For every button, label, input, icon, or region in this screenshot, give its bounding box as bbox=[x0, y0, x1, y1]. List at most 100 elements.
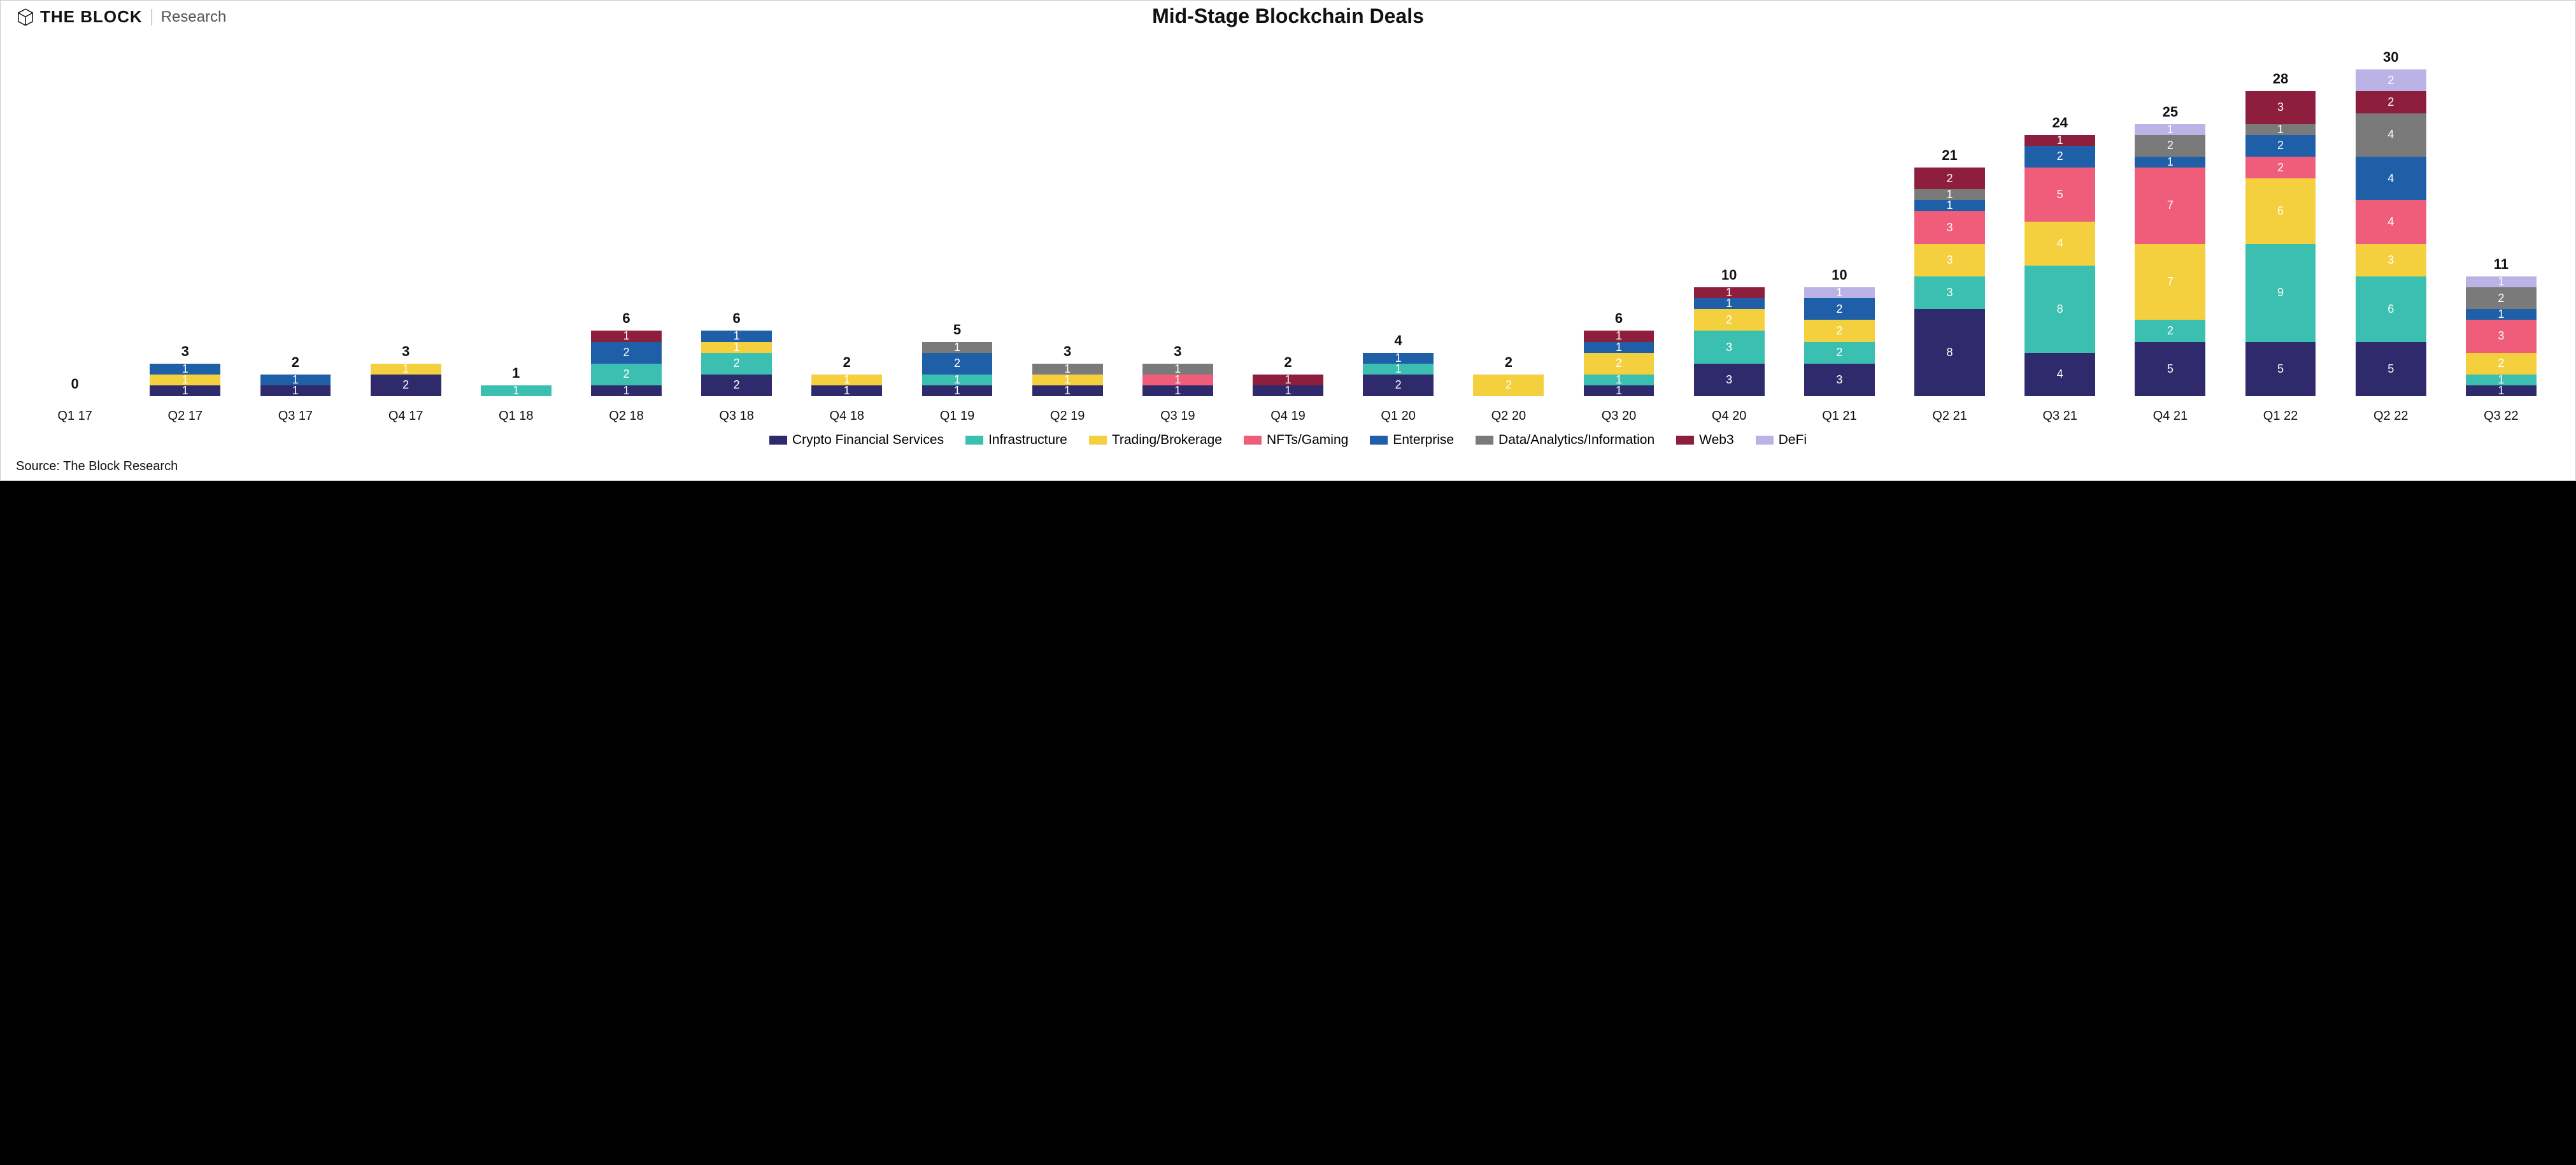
bar-total-label: 2 bbox=[1284, 354, 1292, 371]
bar-column: 211 bbox=[240, 59, 350, 396]
legend-item: Web3 bbox=[1676, 432, 1733, 448]
bar-stack: 33211 bbox=[1694, 287, 1765, 396]
legend-label: Infrastructure bbox=[988, 432, 1067, 448]
bar-column: 2 11 bbox=[1233, 59, 1343, 396]
bar-stack: 5277121 bbox=[2135, 124, 2205, 396]
bar-segment: 1 bbox=[1914, 200, 1985, 211]
bar-segment: 4 bbox=[2025, 353, 2095, 396]
legend-label: Data/Analytics/Information bbox=[1498, 432, 1654, 448]
bar-segment: 2 bbox=[1584, 353, 1654, 375]
bar-stack: 211 bbox=[1363, 353, 1434, 396]
x-axis-label: Q2 22 bbox=[2336, 409, 2446, 424]
bar-total-label: 2 bbox=[843, 354, 851, 371]
x-axis-label: Q3 21 bbox=[2005, 409, 2115, 424]
bar-segment: 1 bbox=[591, 331, 662, 341]
bar-stack: 21 bbox=[371, 364, 441, 396]
x-axis-label: Q1 20 bbox=[1343, 409, 1453, 424]
bar-segment: 2 bbox=[591, 364, 662, 385]
bar-segment: 2 bbox=[701, 375, 772, 396]
bar-segment: 1 bbox=[371, 364, 441, 375]
bar-segment: 1 bbox=[922, 385, 993, 396]
bar-segment: 1 bbox=[1253, 385, 1323, 396]
bar-column: 22 bbox=[1453, 59, 1563, 396]
bar-segment: 1 bbox=[1363, 364, 1434, 375]
bar-segment: 5 bbox=[2245, 342, 2316, 396]
x-axis-label: Q4 17 bbox=[351, 409, 461, 424]
legend-item: Crypto Financial Services bbox=[769, 432, 944, 448]
bar-total-label: 4 bbox=[1395, 332, 1402, 349]
legend-label: Trading/Brokerage bbox=[1112, 432, 1222, 448]
legend-swatch bbox=[965, 436, 983, 445]
bar-segment: 4 bbox=[2356, 200, 2426, 243]
bar-stack: 111 bbox=[1032, 364, 1103, 396]
bar-total-label: 30 bbox=[2383, 49, 2398, 66]
bar-stack: 484521 bbox=[2025, 135, 2095, 396]
bar-column: 611211 bbox=[1563, 59, 1674, 396]
bar-stack: 1 bbox=[481, 385, 551, 396]
bar-segment: 1 bbox=[481, 385, 551, 396]
source-text: Source: The Block Research bbox=[1, 457, 2575, 480]
legend-item: Enterprise bbox=[1370, 432, 1454, 448]
bar-total-label: 21 bbox=[1942, 147, 1957, 164]
bar-segment: 2 bbox=[2356, 91, 2426, 113]
x-axis-label: Q1 18 bbox=[461, 409, 571, 424]
bar-segment: 2 bbox=[371, 375, 441, 396]
bar-column: 285962213 bbox=[2225, 59, 2335, 396]
bar-total-label: 10 bbox=[1721, 267, 1737, 283]
bar-segment: 3 bbox=[1694, 331, 1765, 363]
chart-title: Mid-Stage Blockchain Deals bbox=[1, 4, 2575, 28]
legend-item: Data/Analytics/Information bbox=[1476, 432, 1654, 448]
x-axis-label: Q4 18 bbox=[792, 409, 902, 424]
legend-swatch bbox=[1089, 436, 1107, 445]
bar-segment: 1 bbox=[2135, 157, 2205, 168]
x-axis-label: Q3 19 bbox=[1123, 409, 1233, 424]
bar-column: 11 bbox=[461, 59, 571, 396]
legend: Crypto Financial Services Infrastructure T… bbox=[1, 424, 2575, 457]
bar-segment: 3 bbox=[2245, 91, 2316, 124]
bar-segment: 2 bbox=[2466, 353, 2537, 375]
x-axis-label: Q1 22 bbox=[2225, 409, 2335, 424]
bar-segment: 1 bbox=[2135, 124, 2205, 135]
bar-total-label: 5 bbox=[953, 322, 961, 338]
bar-segment: 1 bbox=[1584, 385, 1654, 396]
bar-total-label: 25 bbox=[2163, 104, 2178, 120]
legend-label: Enterprise bbox=[1393, 432, 1454, 448]
bar-segment: 2 bbox=[2245, 135, 2316, 157]
bar-stack: 1221 bbox=[591, 331, 662, 396]
legend-item: DeFi bbox=[1756, 432, 1807, 448]
bar-segment: 4 bbox=[2025, 222, 2095, 265]
x-axis-label: Q4 19 bbox=[1233, 409, 1343, 424]
bar-segment: 7 bbox=[2135, 244, 2205, 320]
x-axis-label: Q2 19 bbox=[1013, 409, 1123, 424]
bar-total-label: 3 bbox=[181, 343, 189, 360]
bar-segment: 2 bbox=[2245, 157, 2316, 178]
x-axis: Q1 17Q2 17Q3 17Q4 17Q1 18Q2 18Q3 18Q4 18… bbox=[1, 403, 2575, 424]
bar-stack: 32221 bbox=[1804, 287, 1875, 396]
bar-stack: 11 bbox=[1253, 375, 1323, 396]
bar-stack: 1121 bbox=[922, 342, 993, 396]
x-axis-label: Q2 21 bbox=[1895, 409, 2005, 424]
bar-segment: 2 bbox=[1473, 375, 1544, 396]
bar-segment: 1 bbox=[1694, 298, 1765, 309]
bar-segment: 2 bbox=[922, 353, 993, 375]
stacked-bar-chart: 0311121132111612216221121151121311131112… bbox=[20, 59, 2556, 396]
bar-segment: 3 bbox=[2356, 244, 2426, 276]
bar-segment: 1 bbox=[2025, 135, 2095, 146]
x-axis-label: Q2 20 bbox=[1453, 409, 1563, 424]
bar-segment: 5 bbox=[2025, 168, 2095, 222]
legend-label: DeFi bbox=[1779, 432, 1807, 448]
bar-column: 3111 bbox=[1013, 59, 1123, 396]
bar-segment: 9 bbox=[2245, 244, 2316, 342]
bar-segment: 4 bbox=[2356, 157, 2426, 200]
bar-segment: 3 bbox=[1914, 276, 1985, 309]
bar-column: 24484521 bbox=[2005, 59, 2115, 396]
bar-total-label: 6 bbox=[622, 310, 630, 327]
bar-stack: 2211 bbox=[701, 331, 772, 396]
bar-segment: 1 bbox=[2466, 276, 2537, 287]
bar-stack: 111 bbox=[150, 364, 220, 396]
x-axis-label: Q2 17 bbox=[130, 409, 240, 424]
bar-stack: 8333112 bbox=[1914, 168, 1985, 396]
bar-segment: 5 bbox=[2356, 342, 2426, 396]
bar-stack: 11 bbox=[260, 375, 331, 396]
bar-total-label: 6 bbox=[732, 310, 740, 327]
